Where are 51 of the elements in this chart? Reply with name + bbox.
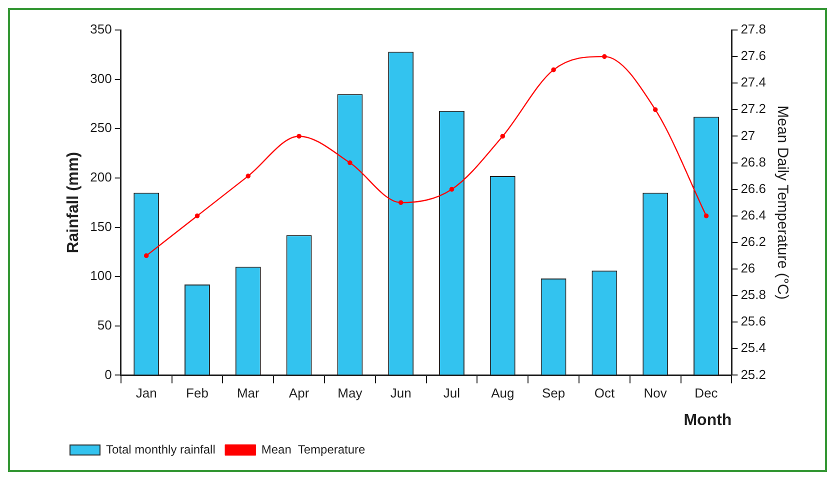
point (449, 186, 454, 192)
y2-tick-label: 25.4 (740, 340, 766, 356)
x-tick-label: Sep (542, 386, 566, 401)
point (602, 54, 607, 59)
x-axis-title: Month (684, 412, 732, 429)
y2-tick-label: 25.6 (740, 314, 766, 329)
y2-tick-label: 26.6 (740, 180, 766, 196)
point (500, 134, 506, 139)
y-tick-label: 50 (97, 317, 112, 332)
y-tick-label: 250 (90, 120, 112, 136)
x-tick-label: Aug (491, 386, 514, 401)
point (296, 134, 302, 139)
y2-tick-label: 27.2 (740, 101, 766, 116)
x-tick-label: Mar (236, 386, 260, 401)
y2-tick-label: 26 (740, 260, 756, 276)
point (246, 174, 251, 178)
x-tick-label: Jul (443, 386, 460, 401)
y-tick-label: 200 (90, 170, 112, 185)
y-tick-label: 100 (90, 268, 112, 284)
y-axis-title: Rainfall (mm) (65, 152, 82, 254)
point (652, 107, 658, 112)
y2-tick-label: 27.6 (740, 48, 766, 64)
x-tick-label: Feb (186, 386, 208, 401)
y-tick-label: 300 (90, 70, 112, 86)
y2-tick-label: 27.8 (740, 22, 766, 37)
point (194, 213, 200, 218)
x-tick-label: May (338, 386, 363, 401)
point (348, 160, 352, 166)
y2-tick-label: 26.4 (740, 207, 766, 222)
y2-tick-label: 25.2 (740, 366, 766, 382)
y2-tick-label: 26.2 (740, 234, 766, 250)
point (398, 200, 404, 205)
y-tick-label: 0 (104, 366, 112, 382)
x-tick-label: Apr (288, 386, 310, 401)
y2-tick-label: 27 (740, 128, 756, 143)
legend-label: Total monthly rainfall (106, 442, 216, 456)
x-tick-label: Jan (136, 386, 157, 401)
x-tick-label: Nov (644, 386, 668, 401)
x-tick-label: Dec (694, 386, 718, 401)
point (551, 67, 556, 72)
legend-label: Mean Temperature (261, 442, 366, 456)
y2-axis-title: Mean Daily Temperature (°C) (774, 106, 791, 300)
y-tick-label: 350 (90, 22, 112, 37)
x-tick-label: Oct (594, 386, 615, 401)
y-tick-label: 150 (90, 218, 112, 234)
x-tick-label: Jun (390, 386, 412, 401)
point (704, 213, 709, 218)
y2-tick-label: 25.8 (740, 287, 766, 302)
point (144, 253, 149, 258)
y2-tick-label: 26.8 (740, 154, 766, 170)
y2-tick-label: 27.4 (740, 74, 766, 90)
